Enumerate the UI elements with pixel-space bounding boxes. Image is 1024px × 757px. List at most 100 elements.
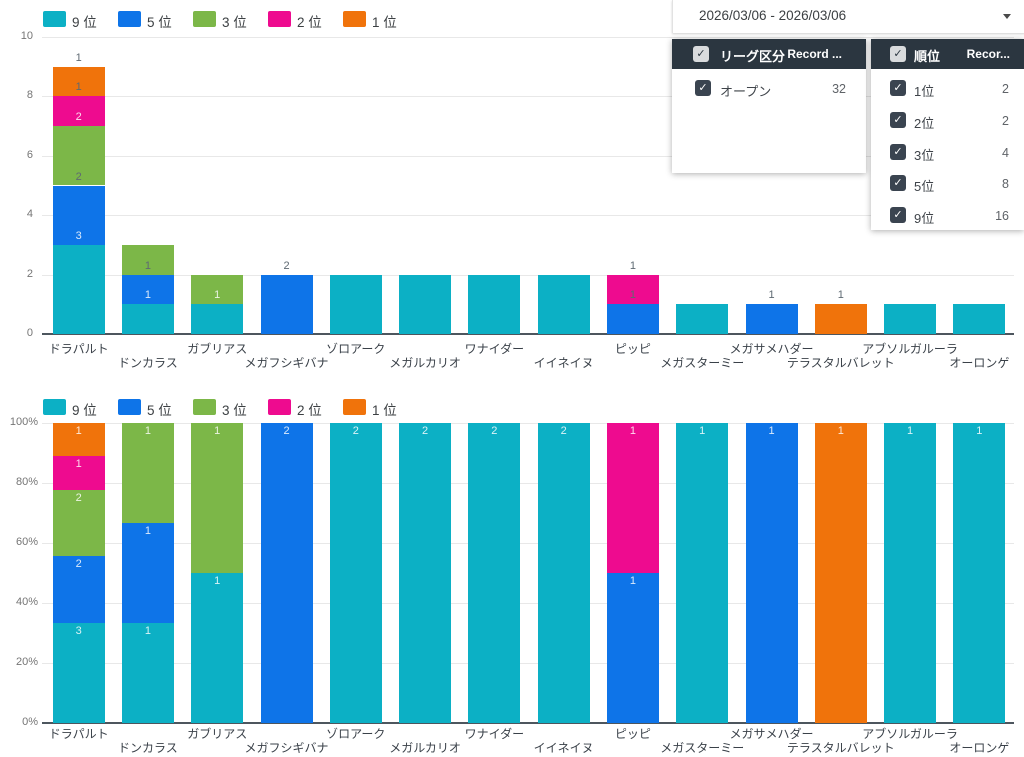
bar-value-label: 2: [422, 425, 429, 437]
y-axis-tick-label: 2: [26, 268, 33, 280]
bar-c0-s2[interactable]: [52, 185, 105, 245]
bar-c10-s2[interactable]: [745, 423, 798, 723]
bar-c0-s4[interactable]: [52, 456, 105, 490]
bar-c12-s1[interactable]: [884, 423, 937, 723]
rank-select-all-checkbox[interactable]: ✓: [890, 46, 906, 62]
category-label: イイネイヌ: [533, 741, 594, 755]
bar-value-label: 2: [75, 111, 82, 123]
legend-swatch-icon: [193, 11, 216, 27]
bar-c7-s1[interactable]: [537, 423, 590, 723]
bar-c6-s1[interactable]: [468, 274, 521, 334]
category-label: ガブリアス: [187, 727, 248, 741]
bar-c11-s5[interactable]: [814, 423, 867, 723]
bar-c1-s1[interactable]: [121, 304, 174, 334]
bar-c8-s2[interactable]: [606, 573, 659, 723]
legend-item-4[interactable]: 2 位: [268, 10, 338, 30]
bar-c2-s3[interactable]: [191, 423, 244, 573]
bar-c8-s4[interactable]: [606, 423, 659, 573]
bar-c1-s3[interactable]: [121, 244, 174, 275]
bar-c5-s1[interactable]: [399, 423, 452, 723]
legend-item-3[interactable]: 3 位: [193, 398, 263, 418]
category-label: テラスタルバレット: [786, 356, 895, 370]
bar-c1-s3[interactable]: [121, 423, 174, 523]
date-range-control[interactable]: 2026/03/06 - 2026/03/06: [672, 0, 1024, 33]
legend-item-4[interactable]: 2 位: [268, 398, 338, 418]
bar-c1-s1[interactable]: [121, 623, 174, 723]
filter-checkbox-rank-2[interactable]: ✓: [890, 111, 906, 128]
bar-c9-s1[interactable]: [676, 423, 729, 723]
bar-c2-s1[interactable]: [191, 304, 244, 334]
bar-value-label: 2: [75, 492, 82, 504]
bar-value-label: 1: [907, 289, 914, 301]
bar-c11-s5[interactable]: [814, 304, 867, 334]
filter-checkbox-rank-5[interactable]: ✓: [890, 207, 906, 224]
bar-value-label: 1: [837, 425, 844, 437]
bar-c0-s3[interactable]: [52, 489, 105, 557]
bar-c7-s1[interactable]: [537, 274, 590, 334]
legend-label: 1 位: [372, 403, 397, 418]
category-label: テラスタルバレット: [786, 741, 895, 755]
bar-value-label: 1: [214, 260, 221, 272]
bar-value-label: 1: [768, 425, 775, 437]
filter-checkbox-league-1[interactable]: ✓: [695, 80, 711, 96]
league-select-all-checkbox[interactable]: ✓: [693, 46, 709, 62]
x-axis-line: [42, 722, 1014, 724]
legend-item-1[interactable]: 9 位: [43, 10, 113, 30]
bar-c13-s1[interactable]: [953, 304, 1006, 334]
filter-checkbox-rank-3[interactable]: ✓: [890, 143, 906, 160]
legend-item-1[interactable]: 9 位: [43, 398, 113, 418]
category-label: ドンカラス: [118, 356, 178, 370]
bar-c0-s3[interactable]: [52, 126, 105, 186]
bar-c4-s1[interactable]: [329, 274, 382, 334]
bar-c3-s2[interactable]: [260, 274, 313, 334]
legend-item-5[interactable]: 1 位: [343, 10, 413, 30]
bar-c1-s2[interactable]: [121, 274, 174, 305]
bar-c4-s1[interactable]: [329, 423, 382, 723]
bar-c0-s4[interactable]: [52, 96, 105, 127]
filter-panel-league-record-column: Record ...: [787, 47, 842, 61]
bar-c0-s5[interactable]: [52, 423, 105, 457]
bar-c2-s3[interactable]: [191, 274, 244, 305]
bar-c5-s1[interactable]: [399, 274, 452, 334]
bar-value-label: 3: [75, 625, 82, 637]
bar-c6-s1[interactable]: [468, 423, 521, 723]
gridline: [42, 156, 1014, 157]
category-label: オーロンゲ: [949, 741, 1010, 755]
bar-c0-s1[interactable]: [52, 244, 105, 334]
bar-c0-s2[interactable]: [52, 556, 105, 623]
bar-c1-s2[interactable]: [121, 523, 174, 623]
filter-panel-rank-title: 順位: [914, 49, 941, 64]
bar-c12-s1[interactable]: [884, 304, 937, 334]
bar-c13-s1[interactable]: [953, 423, 1006, 723]
legend-item-2[interactable]: 5 位: [118, 398, 188, 418]
bar-value-label: 2: [352, 260, 359, 272]
bar-value-label: 1: [837, 289, 844, 301]
legend-item-3[interactable]: 3 位: [193, 10, 263, 30]
bar-value-label: 1: [629, 289, 636, 301]
category-label: ドンカラス: [118, 741, 178, 755]
legend-swatch-icon: [43, 11, 66, 27]
legend-item-2[interactable]: 5 位: [118, 10, 188, 30]
category-label: ドラパルト: [48, 342, 109, 356]
category-label: ピッピ: [614, 727, 651, 741]
bar-c2-s1[interactable]: [191, 573, 244, 723]
bar-c10-s2[interactable]: [745, 304, 798, 334]
bar-c0-s5[interactable]: [52, 66, 105, 97]
bar-c8-s2[interactable]: [606, 304, 659, 334]
bar-c8-s4[interactable]: [606, 274, 659, 305]
legend-item-5[interactable]: 1 位: [343, 398, 413, 418]
y-axis-tick-label: 20%: [15, 656, 38, 668]
filter-checkbox-rank-1[interactable]: ✓: [890, 80, 906, 96]
filter-checkbox-rank-4[interactable]: ✓: [890, 175, 906, 192]
bar-value-label: 1: [976, 289, 983, 301]
bar-c9-s1[interactable]: [676, 304, 729, 334]
bar-c0-s1[interactable]: [52, 623, 105, 723]
category-label: ピッピ: [614, 342, 651, 356]
category-label: アブソルガルーラ: [862, 727, 958, 741]
filter-row-count: 2: [1002, 113, 1009, 128]
gridline: [42, 275, 1014, 276]
legend-label: 3 位: [222, 403, 247, 418]
filter-row-label: 2位: [914, 115, 935, 131]
bar-c3-s2[interactable]: [260, 423, 313, 723]
